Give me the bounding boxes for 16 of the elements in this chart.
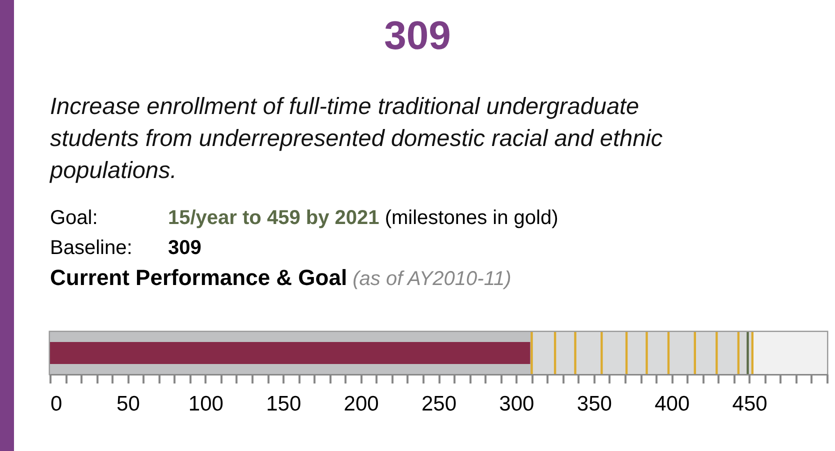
x-tick-label: 100 bbox=[188, 392, 224, 416]
x-tick-label: 350 bbox=[576, 392, 612, 416]
chart-title: 309 bbox=[384, 14, 451, 58]
x-tick-label: 450 bbox=[732, 392, 768, 416]
x-tick-label: 400 bbox=[654, 392, 690, 416]
chart-title: 309 bbox=[168, 237, 202, 259]
text: Goal: 15/year to 459 by 2021 (milestones in gold) bbox=[50, 207, 558, 229]
x-tick-label: 250 bbox=[421, 392, 457, 416]
text: Current Performance & Goal (as of AY2010-11) bbox=[50, 265, 512, 290]
x-tick-label: 200 bbox=[344, 392, 379, 416]
x-tick-label: 0 bbox=[50, 392, 62, 416]
text: Baseline: bbox=[50, 237, 132, 259]
x-tick-label: 150 bbox=[266, 392, 302, 416]
chart-subtitle: Increase enrollment of full-time traditional undergraduate students from underrepresented domestic racial and ethnic populations. bbox=[50, 92, 664, 185]
x-tick-label: 300 bbox=[499, 392, 534, 416]
x-tick-label: 50 bbox=[116, 392, 140, 416]
